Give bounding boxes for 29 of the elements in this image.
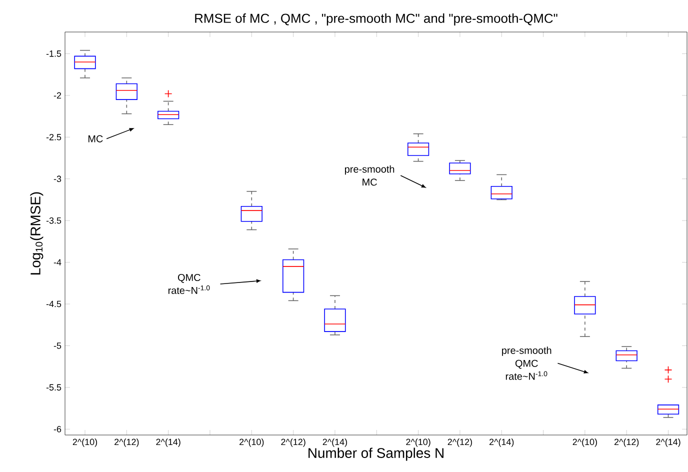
- y-tick-label: -3.5: [46, 217, 62, 224]
- x-tick-label: 2^(10): [572, 438, 597, 447]
- x-tick-label: 2^(14): [656, 438, 680, 447]
- y-tick-label: -3: [54, 176, 62, 182]
- annotation: MC: [88, 135, 103, 142]
- annotation: QMC rate~N$^{-1.0}$: [168, 274, 210, 294]
- y-tick-label: -1.5: [46, 50, 62, 57]
- x-tick-label: 2^(12): [114, 438, 139, 447]
- chart-title: RMSE of MC , QMC , "pre-smooth MC" and "pre-smooth-QMC": [195, 13, 558, 26]
- x-tick-label: 2^(14): [322, 438, 347, 447]
- annotation: pre-smooth QMC rate~N$^{-1.0}$: [502, 346, 552, 380]
- x-axis-title: Number of Samples N: [308, 448, 444, 461]
- annotation: pre-smooth MC: [344, 165, 394, 186]
- y-tick-label: -5: [54, 342, 62, 349]
- x-tick-label: 2^(10): [72, 438, 98, 447]
- y-tick-label: -6: [54, 426, 62, 432]
- y-tick-label: -2.5: [46, 134, 62, 140]
- y-axis-title: Log$_{10}$(RMSE): [30, 192, 44, 274]
- y-tick-label: -4: [54, 259, 62, 266]
- x-tick-label: 2^(14): [156, 438, 180, 447]
- x-tick-label: 2^(14): [489, 438, 514, 447]
- x-tick-label: 2^(10): [406, 438, 430, 447]
- x-tick-label: 2^(12): [448, 438, 472, 447]
- y-tick-label: -2: [54, 92, 62, 99]
- x-tick-label: 2^(12): [281, 438, 306, 447]
- x-tick-label: 2^(12): [614, 438, 639, 447]
- x-tick-label: 2^(10): [240, 438, 264, 447]
- y-tick-label: -5.5: [46, 384, 62, 391]
- y-tick-label: -4.5: [46, 300, 62, 308]
